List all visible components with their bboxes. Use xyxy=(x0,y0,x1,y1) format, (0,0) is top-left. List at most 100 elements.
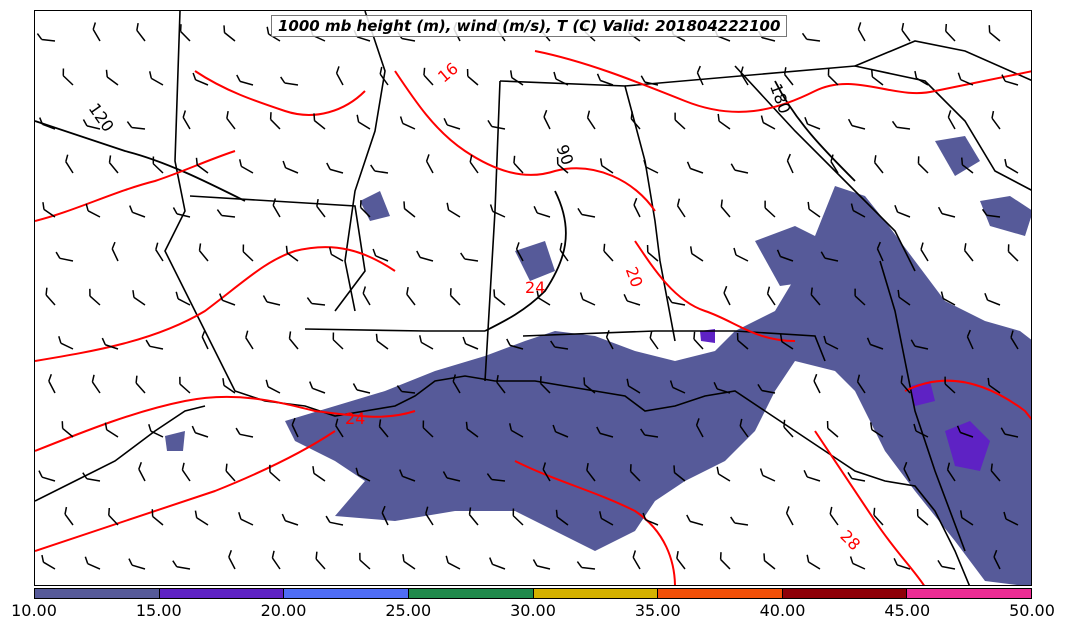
wind-barb xyxy=(1000,427,1019,438)
wind-barb xyxy=(359,552,371,570)
wind-barb xyxy=(148,71,164,86)
wind-barb xyxy=(61,421,74,438)
wind-barb xyxy=(91,374,101,394)
temperature-label-16: 16 xyxy=(434,59,462,87)
wind-barb xyxy=(739,418,749,438)
wind-barb xyxy=(332,332,344,350)
wind-barb xyxy=(425,506,434,526)
wind-barb xyxy=(913,423,929,438)
wind-barb xyxy=(335,418,344,438)
wind-barb xyxy=(689,246,704,262)
wind-barb xyxy=(740,66,749,86)
wind-barb xyxy=(940,291,956,306)
wind-barb xyxy=(827,68,839,86)
wind-barb xyxy=(406,287,416,306)
wind-barb xyxy=(1010,330,1019,350)
wind-barb xyxy=(894,205,911,218)
wind-barb xyxy=(717,113,731,130)
wind-barb xyxy=(513,155,524,174)
wind-barb xyxy=(235,427,254,438)
wind-barb xyxy=(309,381,326,394)
wind-barb xyxy=(55,251,74,262)
wind-barb xyxy=(359,200,371,218)
colorbar-tick-label: 25.00 xyxy=(385,601,432,620)
wind-barb xyxy=(462,336,479,350)
wind-barb xyxy=(48,373,56,394)
wind-barb xyxy=(957,72,974,86)
wind-speed-shading xyxy=(165,136,1031,585)
wind-barb xyxy=(920,242,929,262)
wind-barb xyxy=(806,554,821,570)
wind-barb xyxy=(801,32,821,42)
height-label-180: 180 xyxy=(766,81,794,116)
wind-barb xyxy=(62,68,74,86)
wind-barb xyxy=(315,551,326,570)
wind-barb xyxy=(326,162,344,174)
wind-barb xyxy=(181,462,191,482)
wind-barb xyxy=(281,513,299,526)
wind-barb xyxy=(733,247,749,262)
wind-barb xyxy=(785,506,794,526)
wind-barb xyxy=(532,559,551,570)
wind-barb xyxy=(172,560,191,570)
wind-barb xyxy=(399,469,416,482)
wind-barb xyxy=(830,154,839,174)
colorbar-segment xyxy=(159,589,285,598)
wind-barb xyxy=(945,23,956,42)
wind-barb xyxy=(423,67,434,86)
wind-barb xyxy=(216,209,236,218)
wind-barb xyxy=(362,286,371,306)
wind-barb xyxy=(152,156,164,174)
wind-barb xyxy=(576,561,596,570)
wind-barb xyxy=(713,382,731,394)
wind-barb xyxy=(577,207,596,218)
wind-barb xyxy=(155,242,164,262)
wind-barb xyxy=(266,26,281,42)
wind-barb xyxy=(696,65,704,86)
wind-barb xyxy=(946,462,956,482)
wind-barb xyxy=(667,295,686,306)
wind-barb xyxy=(605,330,614,350)
wind-barb xyxy=(686,161,704,174)
wind-barb xyxy=(539,376,551,394)
wind-barb xyxy=(182,110,191,130)
wind-barb xyxy=(238,512,254,526)
wind-barb xyxy=(823,335,839,350)
wind-barb xyxy=(759,468,776,482)
wind-barb xyxy=(640,428,659,438)
wind-barb xyxy=(41,554,56,570)
wind-barb xyxy=(870,69,884,86)
wind-barb xyxy=(632,550,641,570)
wind-barb xyxy=(555,509,569,526)
wind-barb xyxy=(686,514,704,526)
wind-barb xyxy=(723,285,731,306)
wind-barb xyxy=(328,247,344,262)
wind-barb xyxy=(355,467,371,482)
wind-barb xyxy=(586,110,596,130)
colorbar-tick-label: 30.00 xyxy=(510,601,556,620)
wind-barb xyxy=(642,512,659,526)
temperature-label-24a: 24 xyxy=(345,409,365,428)
wind-barb xyxy=(372,248,389,262)
wind-barb xyxy=(509,70,524,86)
wind-barb xyxy=(506,338,524,350)
colorbar-segment xyxy=(907,589,1031,598)
wind-barb xyxy=(990,463,1001,482)
wind-barb xyxy=(673,465,686,482)
wind-barb xyxy=(849,556,866,570)
wind-barb xyxy=(179,24,191,42)
temperature-label-20: 20 xyxy=(622,264,647,290)
wind-barb xyxy=(89,288,101,306)
wind-barb xyxy=(288,331,299,350)
wind-barb xyxy=(104,422,119,438)
wind-barb xyxy=(596,426,614,438)
wind-barb xyxy=(101,337,119,350)
wind-barb xyxy=(172,207,191,218)
wind-barb xyxy=(422,420,434,438)
wind-barb xyxy=(552,424,569,438)
wind-barb xyxy=(776,249,794,262)
wind-barb xyxy=(82,472,101,482)
wind-barb xyxy=(442,471,461,482)
wind-barb xyxy=(403,201,416,218)
wind-barb xyxy=(676,198,686,218)
